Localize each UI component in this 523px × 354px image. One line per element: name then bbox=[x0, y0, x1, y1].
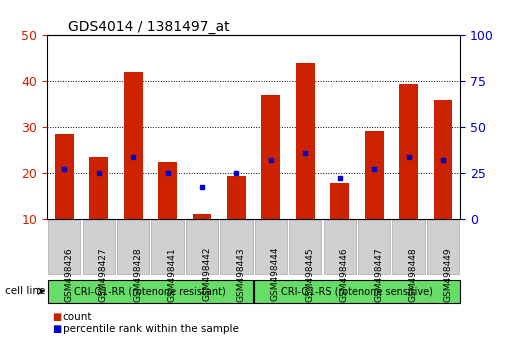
Bar bbox=[262, 95, 280, 219]
Text: GSM498447: GSM498447 bbox=[374, 247, 383, 302]
Bar bbox=[123, 72, 143, 219]
Bar bbox=[434, 100, 452, 219]
Text: GSM498448: GSM498448 bbox=[408, 247, 417, 302]
Text: GSM498446: GSM498446 bbox=[340, 247, 349, 302]
Bar bbox=[227, 176, 246, 219]
Text: ■: ■ bbox=[52, 324, 62, 334]
Text: GSM498426: GSM498426 bbox=[64, 247, 73, 302]
Text: GSM498443: GSM498443 bbox=[236, 247, 245, 302]
Bar bbox=[89, 157, 108, 219]
Text: percentile rank within the sample: percentile rank within the sample bbox=[63, 324, 238, 334]
Bar bbox=[55, 134, 74, 219]
Bar bbox=[296, 63, 315, 219]
Text: cell line: cell line bbox=[5, 286, 46, 296]
Bar bbox=[158, 162, 177, 219]
Bar bbox=[399, 84, 418, 219]
Text: CRI-G1-RR (rotenone resistant): CRI-G1-RR (rotenone resistant) bbox=[74, 286, 226, 296]
Text: GDS4014 / 1381497_at: GDS4014 / 1381497_at bbox=[67, 21, 230, 34]
Text: GSM498441: GSM498441 bbox=[167, 247, 177, 302]
Bar bbox=[330, 183, 349, 219]
Text: GSM498442: GSM498442 bbox=[202, 247, 211, 301]
Text: GSM498444: GSM498444 bbox=[271, 247, 280, 301]
Bar bbox=[192, 214, 211, 219]
Text: CRI-G1-RS (rotenone sensitive): CRI-G1-RS (rotenone sensitive) bbox=[281, 286, 433, 296]
Text: count: count bbox=[63, 312, 92, 322]
Text: GSM498427: GSM498427 bbox=[99, 247, 108, 302]
Bar bbox=[365, 131, 384, 219]
Text: GSM498449: GSM498449 bbox=[443, 247, 452, 302]
Text: ■: ■ bbox=[52, 312, 62, 322]
Text: GSM498445: GSM498445 bbox=[305, 247, 314, 302]
Text: GSM498428: GSM498428 bbox=[133, 247, 142, 302]
